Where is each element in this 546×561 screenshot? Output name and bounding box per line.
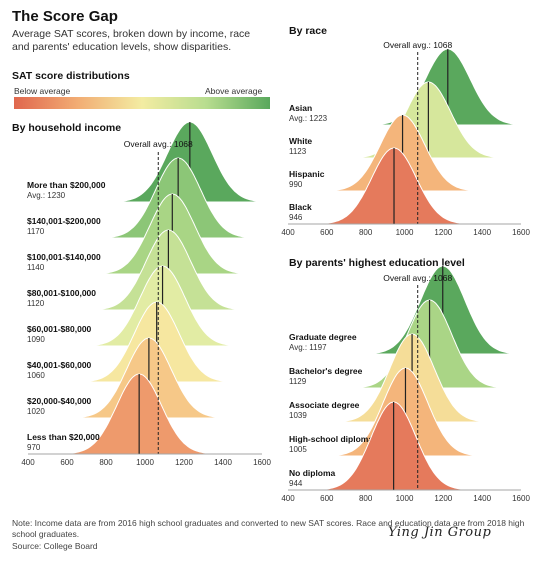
series-label: Associate degree [289,400,360,410]
series-label: High-school diploma [289,434,373,444]
legend-title: SAT score distributions [12,70,130,82]
distribution-curve [288,265,522,355]
x-tick-label: 600 [320,494,334,503]
x-tick-label: 1200 [434,228,452,237]
overall-average-label: Overall avg.: 1068 [124,139,193,149]
x-tick-label: 1000 [396,228,414,237]
series-value-label: Avg.: 1223 [289,114,328,123]
series-label: Hispanic [289,169,325,179]
series-value-label: 970 [27,443,41,452]
legend-low-label: Below average [14,86,71,96]
x-tick-label: 1200 [175,458,193,467]
series-value-label: Avg.: 1230 [27,191,66,200]
footnote: Note: Income data are from 2016 high sch… [12,518,525,539]
x-tick-label: 1000 [136,458,154,467]
x-tick-label: 800 [359,228,373,237]
distribution-curve [28,121,263,203]
series-value-label: Avg.: 1197 [289,343,327,352]
series-label: $60,001-$80,000 [27,324,92,334]
series-value-label: 990 [289,180,303,189]
x-tick-label: 400 [21,458,35,467]
series-label: Black [289,202,312,212]
series-value-label: 1170 [27,227,45,236]
series-label: Less than $20,000 [27,432,100,442]
series-value-label: 944 [289,479,303,488]
series-label: $20,000-$40,000 [27,396,92,406]
overall-average-label: Overall avg.: 1068 [383,40,452,50]
series-value-label: 1140 [27,263,45,272]
x-tick-label: 1000 [396,494,414,503]
series-label: $140,001-$200,000 [27,216,101,226]
x-tick-label: 1600 [512,228,530,237]
x-tick-label: 1200 [434,494,452,503]
series-value-label: 1039 [289,411,307,420]
panel-title-race: By race [289,25,327,37]
x-tick-label: 1600 [512,494,530,503]
panel-title-education: By parents' highest education level [289,257,465,269]
distribution-curve [28,157,263,239]
legend-color-scale [14,97,270,109]
distribution-curve [28,373,262,455]
series-value-label: 1090 [27,335,45,344]
distribution-curve [28,265,262,347]
series-value-label: 1020 [27,407,45,416]
legend-high-label: Above average [205,86,263,96]
watermark-logo: Ying Jin Group [388,525,492,540]
series-label: No diploma [289,468,336,478]
series-label: $80,001-$100,000 [27,288,96,298]
series-value-label: 1129 [289,377,307,386]
x-tick-label: 800 [99,458,113,467]
series-value-label: 1005 [289,445,307,454]
x-tick-label: 1600 [253,458,271,467]
source-note: Source: College Board [12,541,98,551]
distribution-curve [28,193,262,275]
x-tick-label: 400 [281,228,295,237]
x-tick-label: 800 [359,494,373,503]
series-value-label: 946 [289,213,303,222]
distribution-curve [28,229,262,311]
panel-title-income: By household income [12,122,121,134]
series-value-label: 1060 [27,371,45,380]
chart-subtitle: Average SAT scores, broken down by incom… [12,28,251,53]
x-tick-label: 400 [281,494,295,503]
distribution-curve [288,114,521,192]
overall-average-label: Overall avg.: 1068 [383,273,452,283]
series-label: Asian [289,103,312,113]
x-tick-label: 1400 [473,494,491,503]
distribution-curve [288,147,521,225]
series-label: Bachelor's degree [289,366,363,376]
series-value-label: 1120 [27,299,45,308]
series-label: More than $200,000 [27,180,106,190]
series-label: Graduate degree [289,332,357,342]
series-label: $100,001-$140,000 [27,252,101,262]
series-value-label: 1123 [289,147,307,156]
chart-title: The Score Gap [12,8,118,25]
series-label: White [289,136,312,146]
x-tick-label: 600 [320,228,334,237]
x-tick-label: 600 [60,458,74,467]
x-tick-label: 1400 [214,458,232,467]
x-tick-label: 1400 [473,228,491,237]
series-label: $40,001-$60,000 [27,360,92,370]
